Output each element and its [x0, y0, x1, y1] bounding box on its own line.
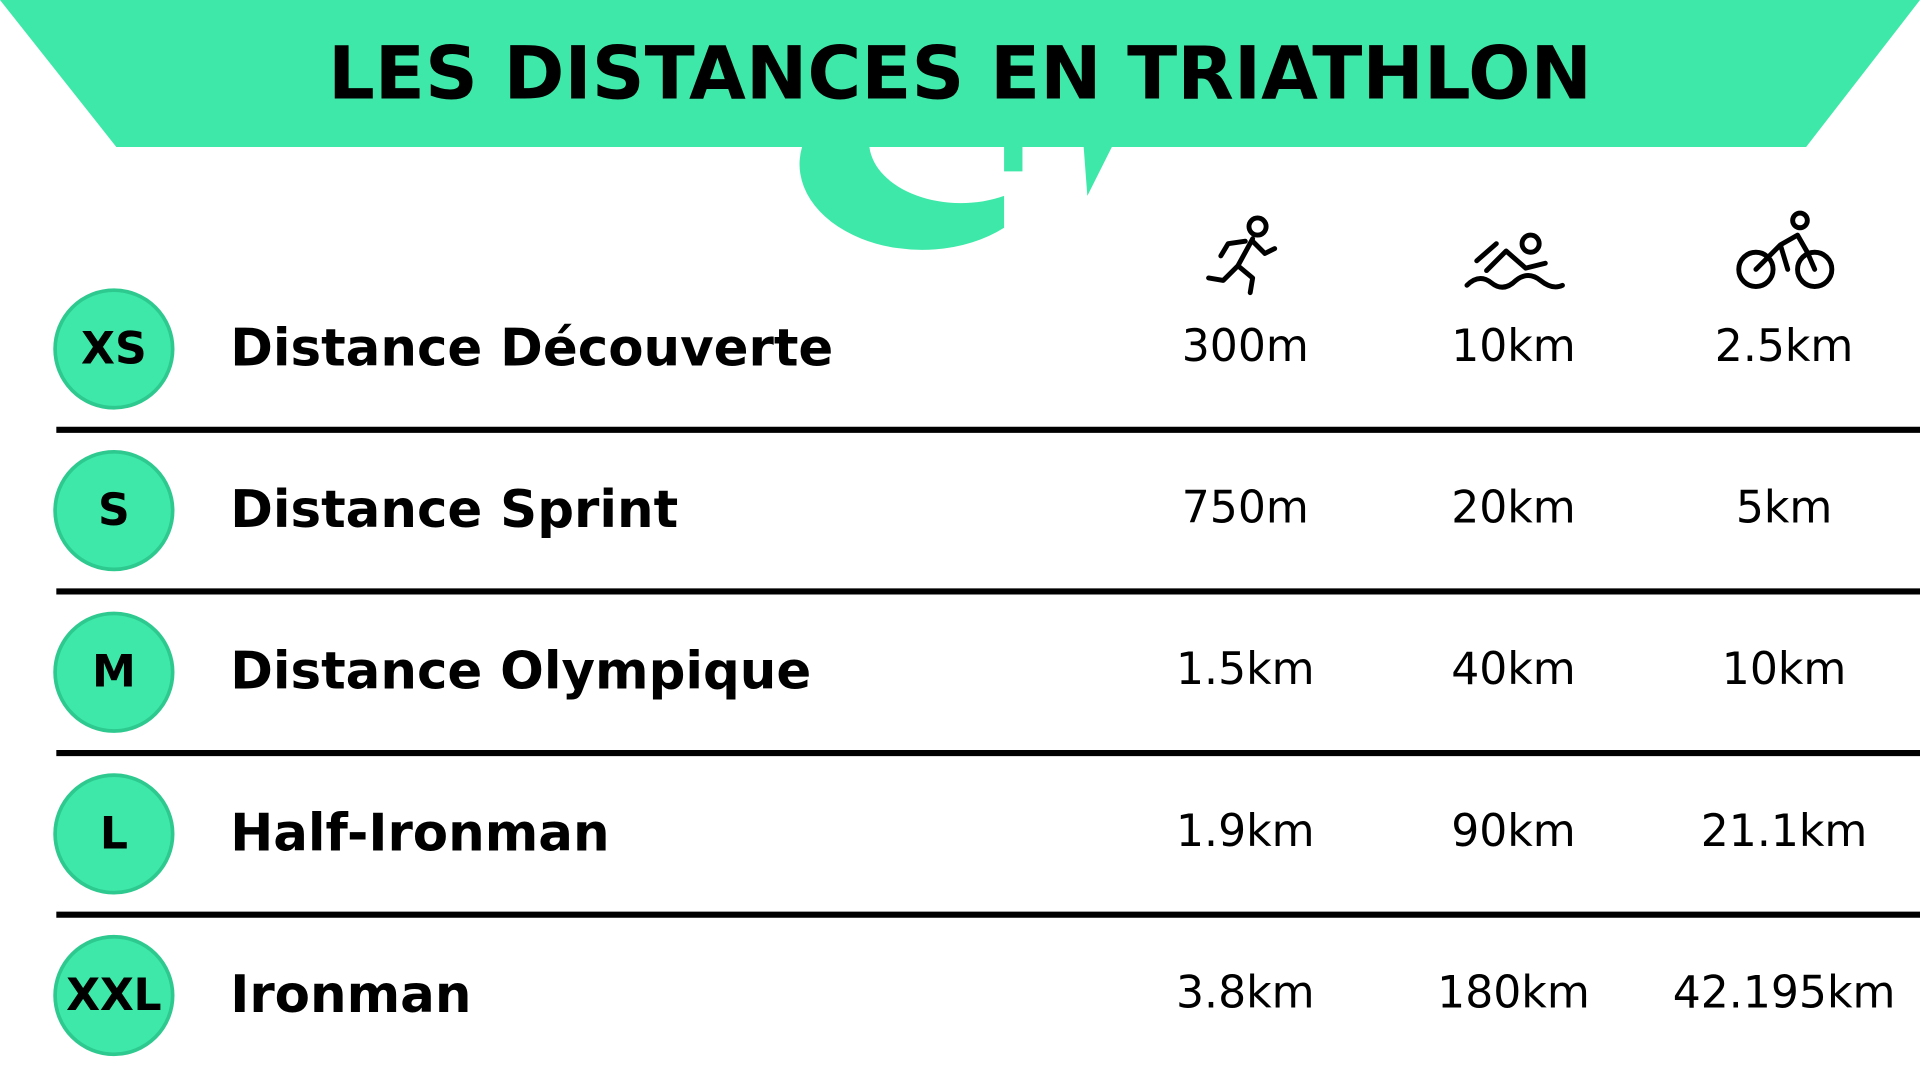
distance-value: 300m — [1182, 321, 1309, 372]
distance-value: 1.5km — [1176, 644, 1315, 695]
size-badge — [53, 288, 175, 410]
distance-value: 90km — [1451, 806, 1576, 857]
title-banner — [0, 0, 1920, 147]
badge-label: M — [92, 647, 136, 698]
distance-value: 42.195km — [1673, 968, 1896, 1019]
swim-icon — [1464, 232, 1565, 290]
badge-label: XXL — [66, 970, 162, 1021]
decor-swirl — [799, 146, 1112, 250]
distance-value: 2.5km — [1715, 321, 1854, 372]
distance-name: Ironman — [230, 965, 471, 1025]
size-badge — [53, 773, 175, 895]
badge-label: XS — [81, 323, 147, 374]
distance-name: Distance Découverte — [230, 318, 833, 378]
distance-value: 10km — [1722, 644, 1847, 695]
distance-value: 180km — [1437, 968, 1590, 1019]
distance-value: 750m — [1182, 483, 1309, 534]
run-icon — [1206, 215, 1278, 296]
badge-label: L — [100, 808, 128, 859]
badge-label: S — [98, 485, 130, 536]
distance-name: Distance Olympique — [230, 642, 811, 702]
title: LES DISTANCES EN TRIATHLON — [328, 31, 1592, 116]
distance-value: 3.8km — [1176, 968, 1315, 1019]
table: XS Distance Découverte 300m 10km 2.5km S Dista… — [53, 288, 1920, 1057]
size-badge — [53, 450, 175, 572]
distance-value: 10km — [1451, 321, 1576, 372]
distance-value: 5km — [1736, 483, 1833, 534]
distance-value: 40km — [1451, 644, 1576, 695]
distance-name: Distance Sprint — [230, 480, 678, 540]
distance-name: Half-Ironman — [230, 803, 609, 863]
distance-value: 1.9km — [1176, 806, 1315, 857]
size-badge — [53, 934, 175, 1057]
size-badge — [53, 611, 175, 733]
distance-value: 21.1km — [1701, 806, 1868, 857]
distance-value: 20km — [1451, 483, 1576, 534]
bike-icon — [1736, 210, 1835, 289]
